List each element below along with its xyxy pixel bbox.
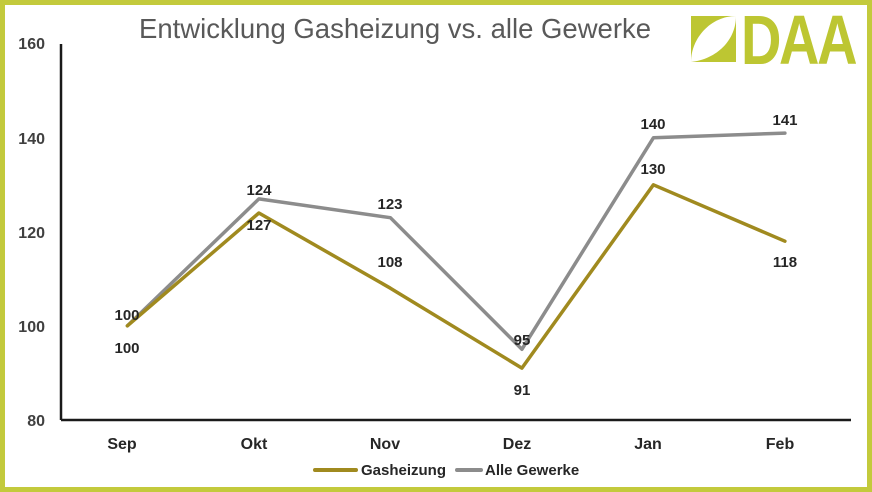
svg-text:160: 160: [18, 36, 45, 53]
svg-text:95: 95: [514, 332, 531, 349]
svg-text:80: 80: [27, 413, 45, 430]
svg-text:140: 140: [640, 116, 665, 133]
svg-text:123: 123: [377, 196, 402, 213]
svg-text:130: 130: [640, 161, 665, 178]
svg-text:Dez: Dez: [503, 436, 531, 453]
svg-text:100: 100: [114, 307, 139, 324]
svg-text:Gasheizung: Gasheizung: [361, 462, 446, 479]
svg-text:120: 120: [18, 225, 45, 242]
svg-text:Nov: Nov: [370, 436, 400, 453]
svg-text:91: 91: [514, 382, 531, 399]
svg-text:124: 124: [246, 182, 272, 199]
svg-text:Jan: Jan: [634, 436, 662, 453]
svg-text:108: 108: [377, 254, 402, 271]
svg-text:141: 141: [772, 112, 797, 129]
svg-text:100: 100: [18, 319, 45, 336]
svg-text:100: 100: [114, 340, 139, 357]
svg-text:140: 140: [18, 131, 45, 148]
svg-text:Sep: Sep: [107, 436, 137, 453]
svg-text:Alle Gewerke: Alle Gewerke: [485, 462, 579, 479]
svg-text:Feb: Feb: [766, 436, 795, 453]
svg-text:127: 127: [246, 217, 271, 234]
svg-text:Okt: Okt: [241, 436, 268, 453]
svg-text:118: 118: [773, 254, 797, 271]
